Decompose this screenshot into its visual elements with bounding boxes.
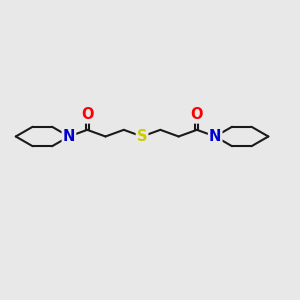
- Text: N: N: [209, 129, 221, 144]
- Text: O: O: [81, 107, 94, 122]
- Text: N: N: [63, 129, 75, 144]
- Text: S: S: [137, 129, 147, 144]
- Text: O: O: [191, 107, 203, 122]
